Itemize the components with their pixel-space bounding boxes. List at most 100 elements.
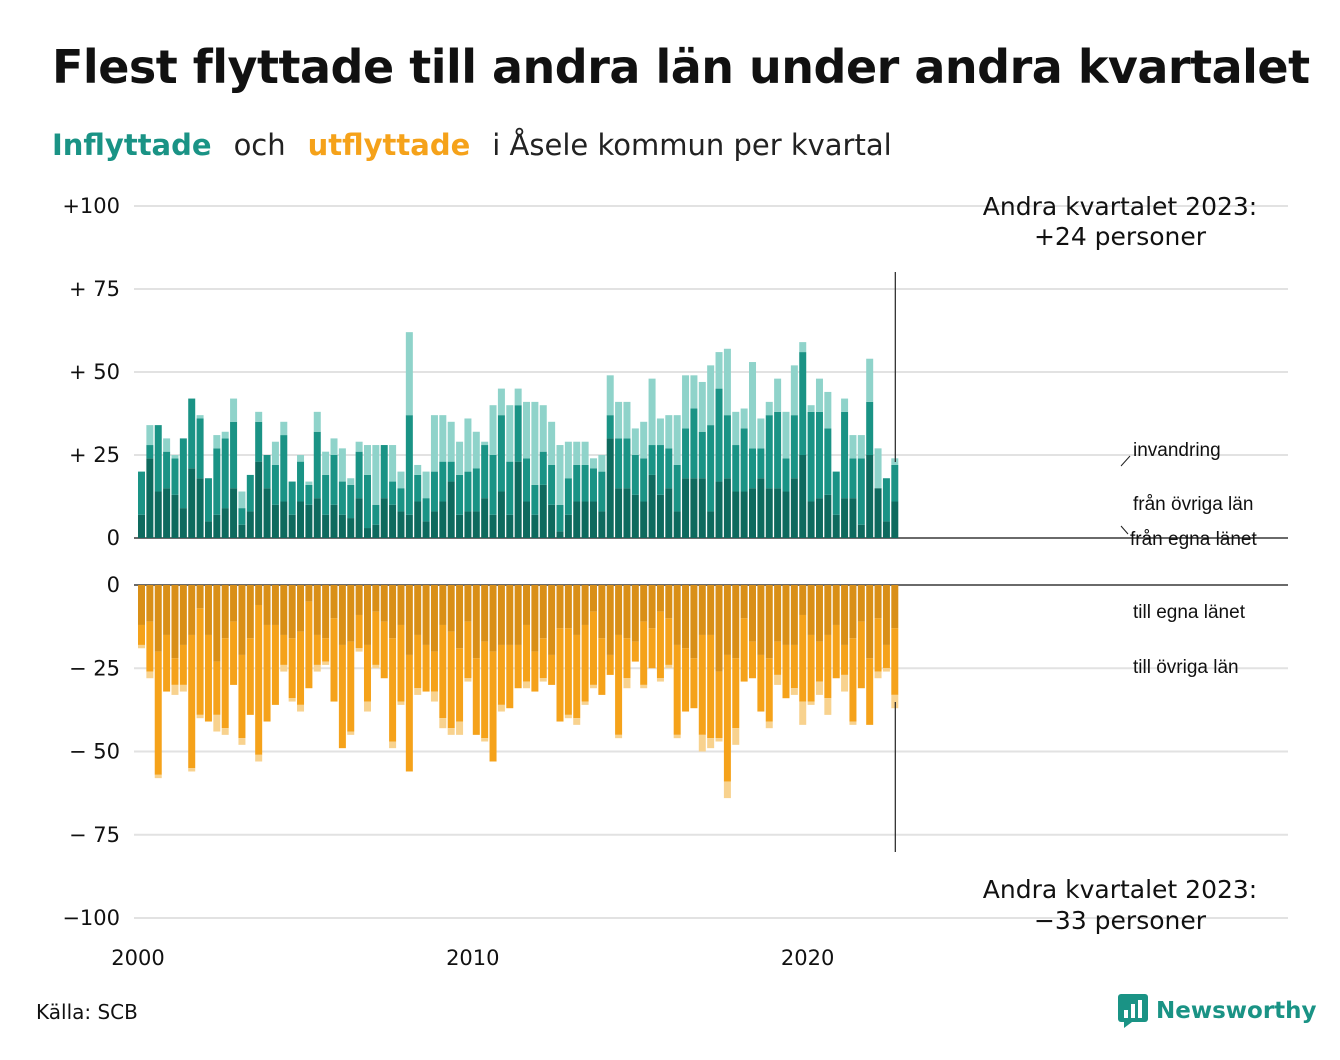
bar-out-own (698, 585, 706, 635)
bar-out-emigration (497, 704, 505, 712)
bar-in-other (807, 411, 815, 502)
bar-in-immigration (740, 408, 748, 429)
bar-out-own (690, 585, 698, 659)
bar-out-own (589, 585, 597, 612)
bar-in-own (749, 488, 757, 538)
bar-out-own (715, 585, 723, 672)
bar-in-other (138, 471, 145, 515)
bar-out-other (882, 644, 890, 669)
bar-in-own (673, 511, 681, 538)
bar-in-other (723, 415, 731, 479)
bar-out-own (506, 585, 514, 645)
bar-out-own (648, 585, 656, 629)
bar-out-own (179, 585, 187, 645)
bar-out-own (740, 585, 748, 619)
y-tick-label-top: 0 (107, 526, 120, 550)
bar-out-other (698, 634, 706, 735)
bar-in-immigration (615, 401, 623, 439)
bar-in-other (430, 471, 438, 512)
bar-in-immigration (774, 378, 782, 412)
bar-in-other (246, 474, 254, 512)
bar-out-own (598, 585, 606, 639)
bar-in-other (564, 478, 572, 515)
bar-in-own (732, 491, 740, 538)
bar-out-emigration (389, 741, 397, 749)
bar-out-emigration (665, 664, 673, 669)
bar-out-own (171, 585, 179, 659)
bar-in-own (882, 521, 890, 538)
bar-out-other (581, 624, 589, 702)
bar-in-other (824, 428, 832, 495)
bar-out-other (397, 624, 405, 702)
bar-in-own (849, 498, 857, 538)
bar-in-other (556, 504, 564, 532)
bar-out-own (656, 585, 664, 612)
bar-in-immigration (389, 445, 397, 482)
bar-in-own (255, 461, 263, 538)
bar-in-own (355, 498, 363, 538)
bar-out-other (405, 654, 413, 772)
y-tick-label-top: + 50 (69, 360, 120, 384)
bar-out-other (204, 634, 212, 722)
bar-out-own (472, 585, 480, 659)
bar-in-immigration (640, 421, 648, 459)
bar-in-other (372, 504, 380, 525)
bar-out-own (857, 585, 865, 622)
bar-in-own (832, 514, 840, 538)
bar-out-own (891, 585, 899, 629)
bar-in-immigration (857, 435, 865, 459)
bar-in-own (347, 518, 355, 538)
subtitle-utflyttade: utflyttade (307, 128, 471, 162)
bar-in-own (497, 491, 505, 538)
bar-out-emigration (815, 681, 823, 695)
bar-out-other (221, 638, 229, 729)
bar-out-own (447, 585, 455, 632)
bar-in-immigration (313, 411, 321, 432)
bar-out-own (221, 585, 229, 639)
annotation-top-line2: +24 personer (1034, 222, 1207, 251)
bar-in-own (363, 528, 371, 538)
newsworthy-logo-text: Newsworthy (1156, 998, 1317, 1024)
label-till-ovriga-lan: till övriga län (1133, 657, 1239, 678)
bar-in-own (322, 514, 330, 538)
y-tick-label-bottom: − 50 (69, 740, 120, 764)
bar-out-emigration (414, 688, 422, 695)
bar-in-immigration (297, 455, 305, 462)
leader-egna-lanet (1120, 525, 1129, 535)
bar-in-other (891, 464, 899, 502)
subtitle-och: och (233, 128, 286, 162)
bar-out-other (774, 641, 782, 675)
bar-in-immigration (866, 358, 874, 402)
bar-out-other (188, 634, 196, 769)
bar-out-other (338, 644, 346, 749)
bar-in-other (255, 421, 263, 462)
bar-in-own (548, 504, 556, 538)
bar-out-own (213, 585, 221, 662)
bar-in-other (263, 455, 271, 489)
bar-in-other (163, 451, 171, 489)
bar-in-other (640, 458, 648, 502)
bar-out-own (807, 585, 815, 635)
bar-in-own (213, 514, 221, 538)
bar-in-immigration (824, 391, 832, 429)
bar-in-own (640, 501, 648, 538)
bar-in-other (841, 411, 849, 499)
bar-in-own (154, 491, 162, 538)
bar-out-own (263, 585, 271, 625)
bar-out-other (439, 624, 447, 719)
bar-in-other (380, 445, 388, 499)
bar-out-other (372, 611, 380, 665)
bar-out-own (782, 585, 790, 645)
bar-in-own (581, 501, 589, 538)
bar-in-immigration (682, 375, 690, 429)
bar-out-other (866, 658, 874, 725)
bar-in-own (774, 488, 782, 538)
bar-in-own (464, 511, 472, 538)
newsworthy-logo[interactable]: Newsworthy (1118, 994, 1317, 1028)
bar-in-immigration (322, 451, 330, 475)
bar-out-other (757, 654, 765, 712)
x-tick-label: 2000 (111, 946, 164, 970)
bar-in-immigration (146, 425, 154, 446)
bar-in-own (874, 488, 882, 538)
bar-out-own (749, 585, 757, 642)
